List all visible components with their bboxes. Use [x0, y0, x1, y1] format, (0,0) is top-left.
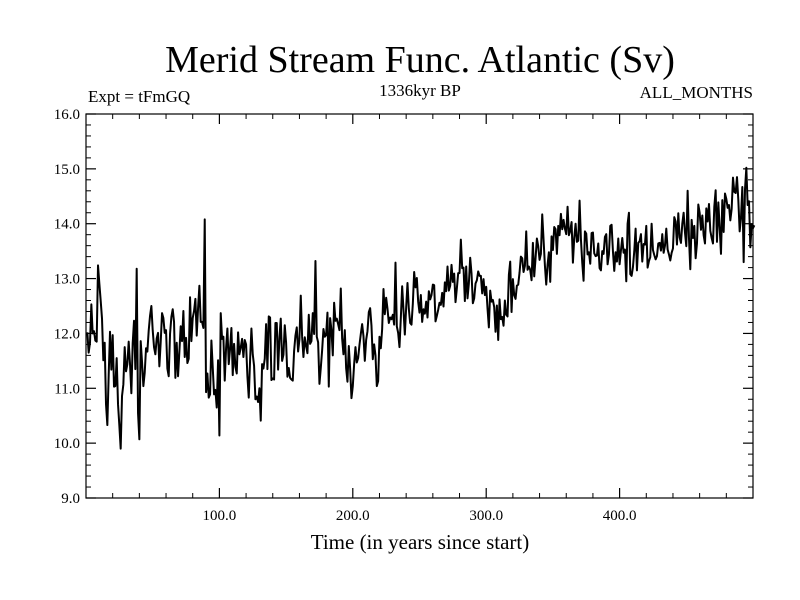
- chart-title: Merid Stream Func. Atlantic (Sv): [165, 39, 675, 81]
- period-label: 1336kyr BP: [379, 81, 461, 100]
- x-tick-label: 100.0: [203, 508, 237, 524]
- y-tick-label: 13.0: [54, 272, 80, 288]
- x-tick-label: 200.0: [336, 508, 370, 524]
- experiment-label: Expt = tFmGQ: [88, 87, 190, 106]
- y-tick-label: 14.0: [54, 217, 80, 233]
- y-tick-label: 10.0: [54, 436, 80, 452]
- tick-labels: 9.0 10.0 11.0 12.0 13.0 14.0 15.0 16.0 100.0 200.…: [54, 107, 637, 524]
- y-tick-label: 12.0: [54, 326, 80, 342]
- y-tick-label: 9.0: [61, 491, 80, 507]
- y-tick-label: 11.0: [54, 381, 80, 397]
- x-axis-label: Time (in years since start): [311, 530, 530, 554]
- plot-area: 9.0 10.0 11.0 12.0 13.0 14.0 15.0 16.0 100.0 200.…: [54, 107, 756, 524]
- series-line: [86, 166, 756, 450]
- x-tick-label: 400.0: [603, 508, 637, 524]
- months-label: ALL_MONTHS: [640, 83, 753, 102]
- x-tick-label: 300.0: [469, 508, 503, 524]
- y-tick-label: 15.0: [54, 162, 80, 178]
- plot-frame: [85, 113, 754, 499]
- y-tick-label: 16.0: [54, 107, 80, 123]
